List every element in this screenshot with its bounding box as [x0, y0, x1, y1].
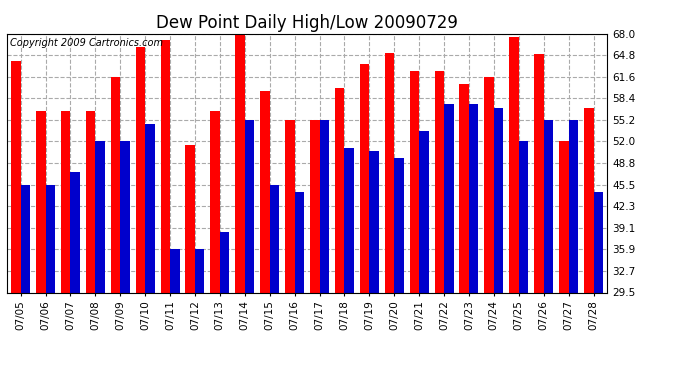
Bar — [419, 131, 428, 292]
Bar — [410, 71, 419, 292]
Bar — [435, 71, 444, 292]
Bar — [593, 192, 603, 292]
Bar — [584, 108, 593, 292]
Bar — [519, 141, 529, 292]
Bar — [460, 84, 469, 292]
Bar — [21, 185, 30, 292]
Bar — [86, 111, 95, 292]
Bar — [295, 192, 304, 292]
Bar — [235, 34, 245, 292]
Bar — [509, 37, 519, 292]
Bar — [186, 145, 195, 292]
Title: Dew Point Daily High/Low 20090729: Dew Point Daily High/Low 20090729 — [156, 14, 458, 32]
Bar — [285, 120, 295, 292]
Bar — [310, 120, 319, 292]
Bar — [70, 171, 80, 292]
Bar — [569, 120, 578, 292]
Bar — [260, 91, 270, 292]
Bar — [111, 77, 120, 292]
Bar — [220, 232, 229, 292]
Bar — [494, 108, 503, 292]
Bar — [559, 141, 569, 292]
Bar — [61, 111, 70, 292]
Bar — [360, 64, 369, 292]
Bar — [136, 47, 145, 292]
Bar — [145, 124, 155, 292]
Bar — [344, 148, 354, 292]
Bar — [245, 120, 254, 292]
Bar — [120, 141, 130, 292]
Bar — [484, 77, 494, 292]
Bar — [534, 54, 544, 292]
Bar — [544, 120, 553, 292]
Bar — [11, 61, 21, 292]
Bar — [385, 53, 394, 292]
Bar — [369, 152, 379, 292]
Bar — [195, 249, 204, 292]
Bar — [46, 185, 55, 292]
Bar — [469, 104, 478, 292]
Bar — [161, 40, 170, 292]
Bar — [319, 120, 329, 292]
Bar — [394, 158, 404, 292]
Bar — [335, 87, 344, 292]
Bar — [210, 111, 220, 292]
Bar — [270, 185, 279, 292]
Text: Copyright 2009 Cartronics.com: Copyright 2009 Cartronics.com — [10, 38, 163, 48]
Bar — [36, 111, 46, 292]
Bar — [95, 141, 105, 292]
Bar — [444, 104, 453, 292]
Bar — [170, 249, 179, 292]
